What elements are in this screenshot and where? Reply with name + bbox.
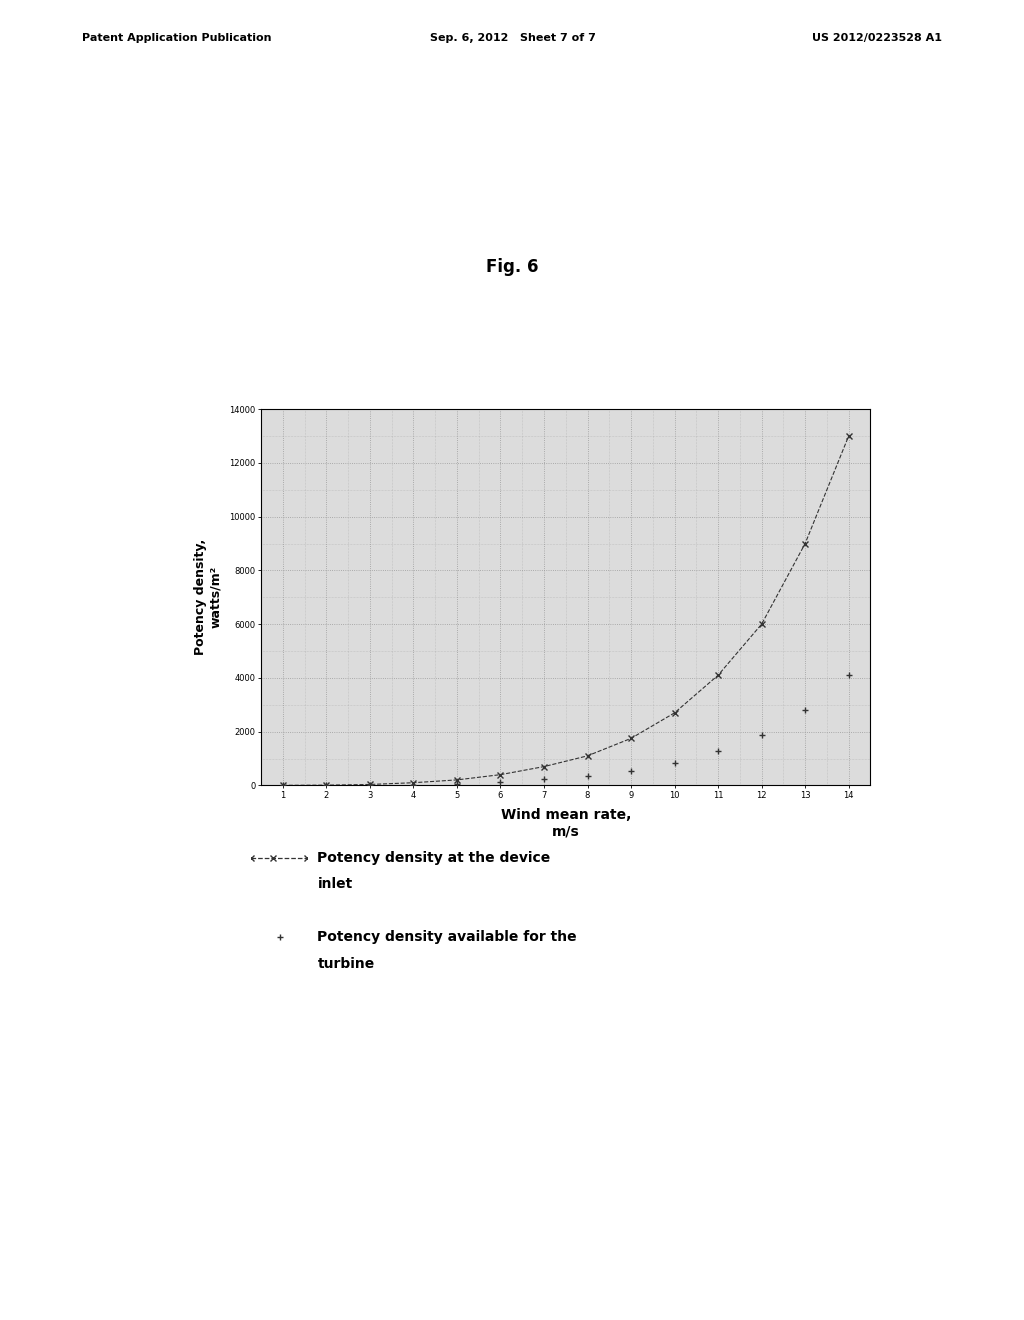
Y-axis label: Potency density,
watts/m²: Potency density, watts/m² [195,539,222,656]
Text: Fig. 6: Fig. 6 [485,257,539,276]
Text: US 2012/0223528 A1: US 2012/0223528 A1 [812,33,942,44]
Text: Potency density available for the: Potency density available for the [317,931,578,944]
Text: Sep. 6, 2012   Sheet 7 of 7: Sep. 6, 2012 Sheet 7 of 7 [430,33,596,44]
Text: Potency density at the device: Potency density at the device [317,851,551,865]
Text: inlet: inlet [317,878,352,891]
X-axis label: Wind mean rate,
m/s: Wind mean rate, m/s [501,808,631,838]
Text: Patent Application Publication: Patent Application Publication [82,33,271,44]
Text: turbine: turbine [317,957,375,970]
